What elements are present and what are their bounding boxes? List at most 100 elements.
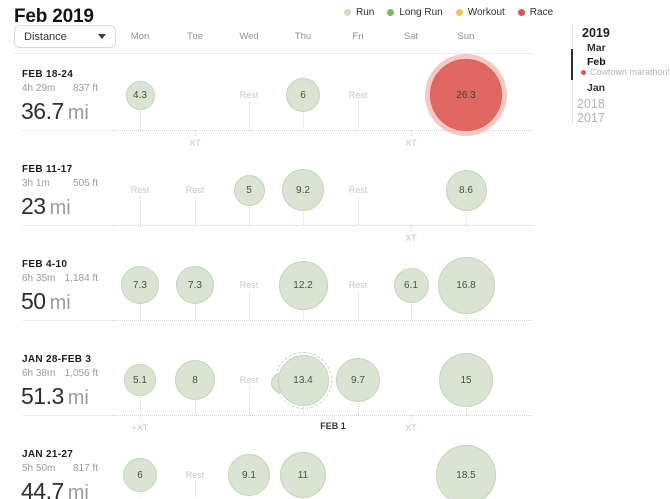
day-stem — [411, 303, 412, 320]
day-run-circle[interactable]: 6 — [286, 78, 320, 112]
week-baseline — [113, 225, 533, 226]
day-stem — [195, 305, 196, 320]
legend-item-run[interactable]: Run — [344, 7, 374, 18]
week-baseline — [113, 415, 533, 416]
day-run-circle[interactable]: 13.4 — [277, 354, 329, 406]
week-left-separator — [22, 320, 113, 321]
day-run-circle[interactable]: 9.2 — [282, 169, 324, 211]
day-stem — [140, 493, 141, 499]
day-run-circle[interactable]: 6.1 — [393, 267, 429, 303]
week-distance-value: 51.3 — [21, 383, 64, 409]
week-distance-value: 23 — [21, 193, 46, 219]
day-run-circle[interactable]: 8.6 — [445, 169, 487, 211]
week-time: 4h 29m — [22, 83, 56, 94]
day-stem — [249, 292, 250, 320]
day-header-wed: Wed — [239, 31, 259, 42]
week-distance-value: 50 — [21, 288, 46, 314]
day-stem — [358, 292, 359, 320]
rest-label: Rest — [348, 185, 368, 195]
xt-label: XT — [405, 138, 417, 148]
week-left-separator — [22, 130, 113, 131]
day-stem — [195, 197, 196, 225]
sidebar-year-2018[interactable]: 2018 — [577, 97, 605, 111]
day-header-mon: Mon — [130, 31, 150, 42]
sidebar-month-jan[interactable]: Jan — [587, 82, 606, 94]
day-run-circle[interactable]: 8 — [175, 360, 215, 400]
day-run-circle[interactable]: 5 — [233, 174, 265, 206]
legend-item-workout[interactable]: Workout — [455, 7, 505, 18]
xt-label: XT — [189, 138, 201, 148]
day-stem — [140, 305, 141, 320]
day-run-circle[interactable]: 7.3 — [121, 266, 159, 304]
day-run-circle[interactable]: 9.7 — [336, 358, 380, 402]
week-distance-unit: mi — [49, 197, 71, 219]
week-meta: 3h 1m 505 ft — [22, 178, 98, 189]
rest-label: Rest — [239, 375, 259, 385]
day-run-circle[interactable]: 16.8 — [437, 256, 495, 314]
week-baseline — [113, 320, 533, 321]
week-meta: 5h 50m 817 ft — [22, 463, 98, 474]
day-run-circle[interactable]: 4.3 — [125, 80, 155, 110]
day-stem — [140, 110, 141, 130]
week-elevation: 505 ft — [72, 178, 98, 189]
week-left-separator — [22, 415, 113, 416]
metric-dropdown-value: Distance — [24, 30, 67, 43]
legend-item-long-run[interactable]: Long Run — [387, 7, 443, 18]
week-range: JAN 28-FEB 3 — [22, 354, 92, 365]
legend: Run Long Run Workout Race — [344, 7, 553, 18]
week-distance-value: 44.7 — [21, 478, 64, 499]
xt-tick — [411, 225, 412, 231]
week-range: FEB 11-17 — [22, 164, 73, 175]
day-run-circle[interactable]: 11 — [280, 452, 326, 498]
week-baseline — [113, 130, 533, 131]
day-stem — [358, 197, 359, 225]
metric-dropdown[interactable]: Distance — [14, 25, 116, 48]
sidebar-month-feb[interactable]: Feb — [587, 56, 606, 68]
day-run-circle[interactable]: 5.1 — [124, 364, 156, 396]
day-run-circle[interactable]: 18.5 — [436, 445, 496, 499]
rest-label: Rest — [130, 185, 150, 195]
sidebar-month-mar[interactable]: Mar — [587, 42, 606, 54]
week-row: JAN 21-27 5h 50m 817 ft 44.7 mi 6 Rest 9.1 11 18.… — [0, 440, 580, 499]
week-elevation: 1,184 ft — [64, 273, 98, 284]
day-run-circle[interactable]: 12.2 — [278, 260, 328, 310]
xt-tick — [140, 415, 141, 421]
rest-label: Rest — [185, 470, 205, 480]
sidebar-viewport-indicator — [571, 49, 573, 80]
week-time: 5h 50m — [22, 463, 56, 474]
xt-tick — [195, 130, 196, 136]
day-run-circle[interactable]: 7.3 — [176, 266, 214, 304]
week-distance-unit: mi — [67, 482, 89, 499]
rest-label: Rest — [185, 185, 205, 195]
day-stem — [140, 197, 141, 225]
week-distance-unit: mi — [67, 102, 89, 124]
day-stem — [303, 406, 304, 415]
rest-label: Rest — [239, 90, 259, 100]
day-race-circle[interactable]: 26.3 — [430, 59, 502, 131]
week-distance-total: 36.7 mi — [21, 98, 89, 125]
day-run-circle[interactable]: 9.1 — [228, 454, 270, 496]
day-stem — [358, 102, 359, 130]
week-distance-total: 50 mi — [21, 288, 71, 315]
event-label: Cowtown marathon! — [590, 67, 670, 77]
day-run-circle[interactable]: 15 — [439, 353, 493, 407]
day-stem — [249, 206, 250, 225]
legend-dot-icon — [344, 9, 351, 16]
xt-label: XT — [405, 423, 417, 433]
day-header-sat: Sat — [403, 31, 419, 42]
day-stem — [195, 401, 196, 415]
legend-item-race[interactable]: Race — [517, 7, 553, 18]
week-distance-value: 36.7 — [21, 98, 64, 124]
month-boundary-label: FEB 1 — [320, 421, 346, 431]
sidebar-year-2019[interactable]: 2019 — [582, 26, 610, 40]
day-stem — [303, 212, 304, 225]
xt-tick — [411, 130, 412, 136]
sidebar-year-2017[interactable]: 2017 — [577, 111, 605, 125]
week-row: JAN 28-FEB 3 6h 38m 1,056 ft 51.3 mi 5.1 +XT 8 R… — [0, 345, 580, 440]
sidebar-event-cowtown-marathon[interactable]: Cowtown marathon! — [581, 67, 670, 77]
rest-label: Rest — [348, 90, 368, 100]
week-row: FEB 11-17 3h 1m 505 ft 23 mi Rest Rest 5 9.2 Rest… — [0, 155, 580, 250]
week-distance-total: 44.7 mi — [21, 478, 89, 499]
day-run-circle[interactable]: 6 — [123, 458, 157, 492]
